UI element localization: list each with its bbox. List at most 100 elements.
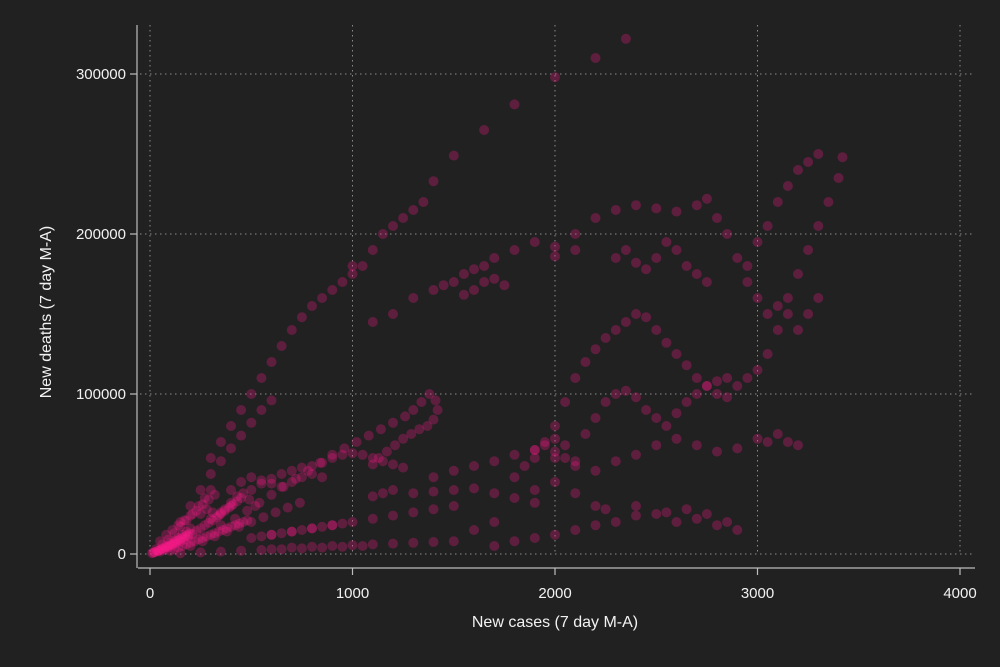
data-point bbox=[681, 504, 692, 515]
data-point bbox=[296, 543, 307, 554]
data-point bbox=[448, 485, 459, 495]
data-point bbox=[570, 229, 581, 239]
data-point bbox=[722, 229, 733, 239]
data-point bbox=[400, 411, 411, 422]
data-point bbox=[151, 544, 162, 555]
data-point bbox=[701, 381, 712, 391]
data-point bbox=[266, 529, 277, 540]
data-point bbox=[837, 152, 848, 163]
data-point bbox=[176, 533, 187, 544]
data-point bbox=[610, 253, 621, 263]
data-point bbox=[286, 325, 297, 335]
data-point bbox=[347, 540, 358, 551]
data-point bbox=[238, 488, 249, 499]
data-point bbox=[195, 485, 206, 495]
data-point bbox=[651, 203, 662, 214]
data-point bbox=[185, 510, 196, 521]
data-point bbox=[732, 381, 743, 391]
data-point bbox=[489, 273, 500, 284]
data-point bbox=[215, 437, 226, 447]
data-point bbox=[175, 536, 186, 547]
y-tick-label: 200000 bbox=[76, 226, 126, 243]
data-point bbox=[388, 459, 398, 470]
data-point bbox=[155, 546, 166, 557]
data-point bbox=[479, 261, 490, 271]
data-point bbox=[430, 395, 441, 406]
data-point bbox=[681, 360, 692, 371]
data-point bbox=[560, 440, 571, 451]
data-point bbox=[327, 541, 338, 551]
data-point bbox=[620, 33, 631, 44]
data-point bbox=[752, 433, 763, 444]
data-point bbox=[351, 437, 362, 447]
data-point bbox=[286, 526, 297, 537]
data-point bbox=[157, 543, 168, 554]
x-tick-label: 3000 bbox=[741, 585, 774, 602]
data-point bbox=[173, 533, 184, 543]
data-point bbox=[742, 373, 753, 383]
data-point bbox=[580, 429, 591, 439]
x-tick-label: 1000 bbox=[336, 585, 369, 602]
data-point bbox=[163, 534, 174, 545]
data-point bbox=[408, 405, 419, 415]
data-point bbox=[661, 237, 672, 247]
data-point bbox=[205, 485, 216, 495]
axes bbox=[136, 25, 975, 569]
data-point bbox=[290, 473, 301, 484]
data-point bbox=[215, 546, 226, 557]
data-point bbox=[793, 325, 803, 335]
data-point bbox=[772, 301, 783, 311]
data-point bbox=[712, 520, 722, 531]
data-point bbox=[631, 501, 641, 511]
data-point bbox=[428, 285, 439, 295]
data-point bbox=[276, 341, 287, 351]
data-point bbox=[357, 541, 368, 551]
data-point bbox=[215, 509, 226, 519]
data-point bbox=[266, 489, 277, 500]
data-point bbox=[712, 213, 722, 223]
data-point bbox=[170, 537, 181, 547]
data-point bbox=[296, 462, 307, 473]
data-point bbox=[610, 456, 621, 467]
x-tick-label: 4000 bbox=[943, 585, 976, 602]
data-point bbox=[793, 165, 803, 175]
data-point bbox=[752, 237, 763, 247]
data-point bbox=[782, 437, 793, 447]
data-point bbox=[166, 539, 177, 550]
data-point bbox=[254, 497, 265, 508]
data-point bbox=[246, 533, 257, 543]
data-point bbox=[175, 548, 186, 559]
data-point bbox=[232, 491, 243, 502]
data-point bbox=[215, 507, 226, 518]
y-tick-label: 100000 bbox=[76, 386, 126, 403]
data-point bbox=[347, 448, 358, 459]
data-point bbox=[722, 517, 733, 527]
data-point bbox=[266, 473, 277, 484]
data-point bbox=[782, 309, 793, 319]
data-point bbox=[217, 525, 228, 535]
data-point bbox=[377, 456, 388, 467]
data-point bbox=[631, 510, 641, 521]
data-point bbox=[373, 453, 384, 463]
data-point bbox=[209, 531, 220, 542]
data-point bbox=[691, 373, 702, 383]
data-point bbox=[193, 534, 204, 545]
data-point bbox=[489, 517, 500, 527]
data-point bbox=[570, 488, 581, 499]
data-point bbox=[631, 449, 641, 460]
data-point bbox=[276, 544, 287, 555]
data-point bbox=[712, 446, 722, 457]
data-point bbox=[782, 181, 793, 191]
data-point bbox=[398, 213, 409, 223]
data-point bbox=[600, 504, 611, 515]
data-point bbox=[432, 405, 443, 415]
data-point bbox=[234, 521, 245, 532]
data-point bbox=[661, 337, 672, 348]
data-point bbox=[256, 545, 267, 555]
data-point bbox=[199, 520, 210, 531]
data-point bbox=[377, 229, 388, 239]
data-point bbox=[671, 349, 682, 359]
data-point bbox=[691, 269, 702, 279]
data-point bbox=[307, 461, 317, 471]
